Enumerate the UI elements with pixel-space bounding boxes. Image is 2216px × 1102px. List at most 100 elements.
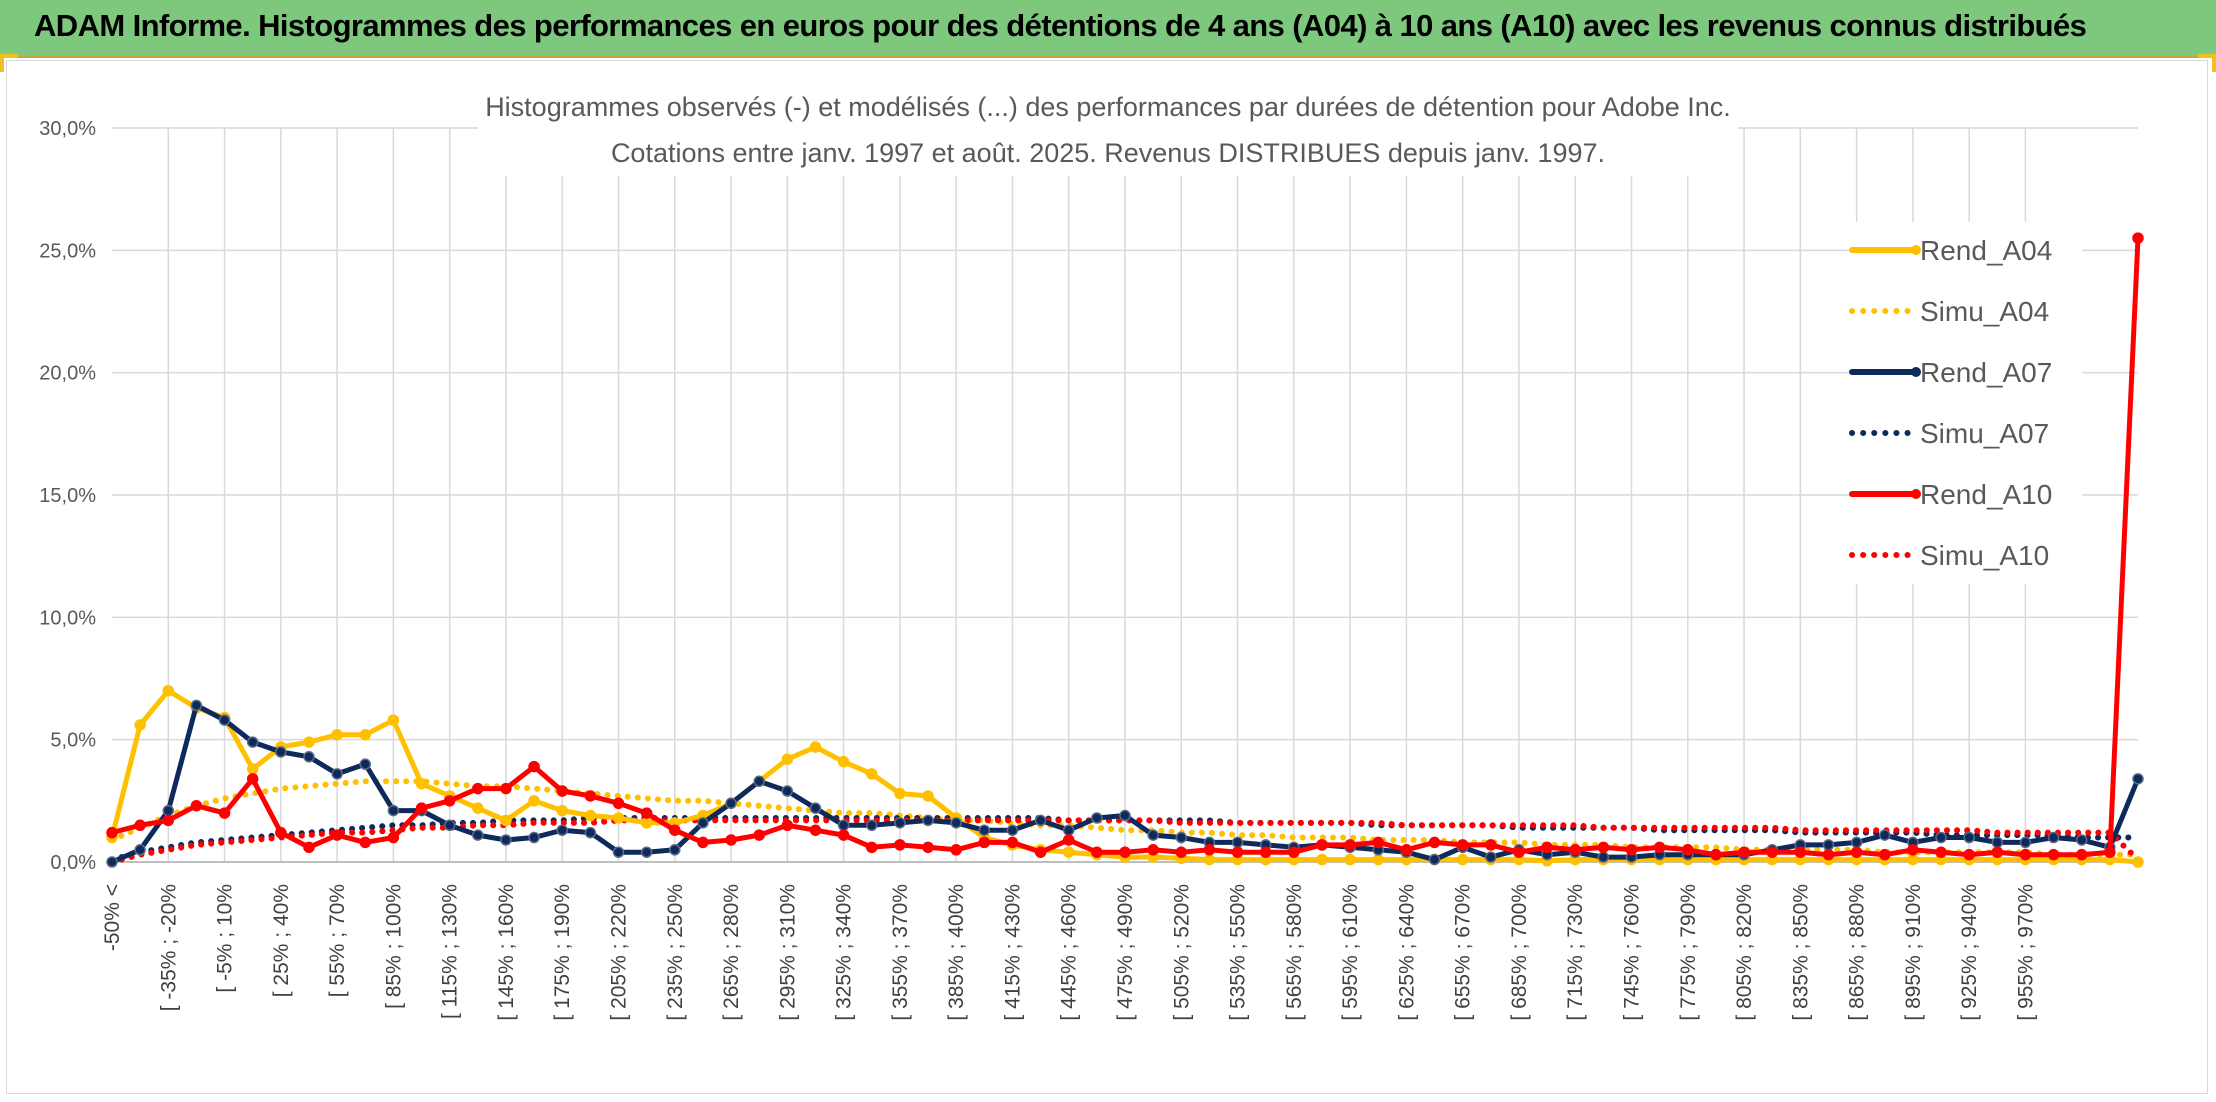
y-tick-label: 0,0% (50, 852, 96, 874)
data-point-rend_a10 (134, 819, 146, 832)
data-point-rend_a10 (1625, 844, 1638, 856)
y-tick-label: 25,0% (39, 240, 96, 262)
data-point-rend_a04 (500, 814, 512, 827)
gridlines (112, 127, 2138, 863)
data-point-rend_a07 (837, 819, 850, 832)
data-point-rend_a10 (443, 795, 456, 807)
x-tick-label: [ 295% ; 310% (776, 884, 799, 1021)
x-tick-label: [ 415% ; 430% (1001, 884, 1024, 1021)
data-point-rend_a04 (303, 736, 315, 748)
data-point-rend_a07 (1231, 836, 1244, 849)
data-point-rend_a10 (1569, 844, 1581, 856)
data-point-rend_a07 (2047, 831, 2060, 844)
data-point-rend_a10 (1034, 846, 1047, 858)
data-point-rend_a10 (2047, 848, 2060, 861)
data-point-rend_a07 (1991, 836, 2004, 849)
data-point-rend_a04 (246, 763, 259, 775)
data-point-rend_a10 (1485, 839, 1497, 851)
data-point-rend_a10 (1682, 844, 1694, 856)
data-point-rend_a10 (500, 782, 512, 795)
data-point-rend_a10 (1344, 839, 1356, 851)
data-point-rend_a10 (303, 841, 315, 854)
data-point-rend_a04 (331, 729, 343, 741)
data-point-rend_a10 (1541, 841, 1553, 854)
report-banner: ADAM Informe. Histogrammes des performan… (0, 0, 2216, 58)
data-point-rend_a07 (303, 751, 315, 763)
data-point-rend_a07 (359, 758, 371, 770)
data-point-rend_a07 (1963, 831, 1975, 844)
data-point-rend_a10 (2132, 232, 2144, 244)
data-point-rend_a04 (640, 817, 653, 829)
legend-label-rend_a07: Rend_A07 (1920, 357, 2052, 388)
corner-decoration (2198, 54, 2216, 72)
x-tick-label: [ 205% ; 220% (608, 884, 631, 1021)
data-point-rend_a07 (1879, 829, 1891, 841)
x-tick-label: [ 85% ; 100% (382, 884, 405, 1009)
data-point-rend_a10 (246, 773, 259, 785)
data-point-rend_a10 (809, 824, 822, 836)
x-tick-label: [ 505% ; 520% (1170, 884, 1193, 1021)
data-point-rend_a04 (415, 777, 428, 790)
data-point-rend_a07 (1935, 831, 1947, 844)
data-point-rend_a07 (866, 819, 878, 832)
data-point-rend_a10 (556, 785, 568, 797)
data-point-rend_a10 (1119, 846, 1131, 858)
y-tick-label: 30,0% (39, 118, 96, 140)
x-tick-label: -50% < (101, 884, 124, 951)
data-point-rend_a07 (894, 817, 906, 829)
data-point-rend_a04 (1062, 846, 1075, 858)
data-point-rend_a07 (443, 819, 456, 832)
data-point-rend_a07 (387, 804, 400, 817)
data-point-rend_a07 (922, 814, 934, 827)
data-point-rend_a10 (1006, 836, 1019, 849)
data-point-rend_a07 (190, 699, 203, 712)
data-point-rend_a10 (866, 841, 878, 854)
data-point-rend_a07 (584, 826, 597, 839)
data-point-rend_a10 (1794, 846, 1807, 858)
data-point-rend_a10 (1288, 846, 1300, 858)
corner-decoration (0, 54, 18, 72)
data-point-rend_a10 (978, 836, 991, 849)
data-point-rend_a04 (1203, 853, 1216, 866)
data-point-rend_a04 (162, 684, 175, 697)
data-point-rend_a04 (472, 802, 484, 814)
data-point-rend_a10 (387, 831, 400, 844)
data-point-rend_a04 (134, 719, 146, 731)
legend-marker (1911, 489, 1921, 499)
x-tick-label: [ 235% ; 250% (664, 884, 687, 1021)
data-point-rend_a07 (1006, 824, 1019, 836)
data-point-rend_a07 (500, 834, 512, 846)
data-point-rend_a07 (669, 844, 681, 856)
data-point-rend_a07 (697, 817, 709, 829)
legend-label-simu_a10: Simu_A10 (1920, 540, 2049, 571)
data-point-rend_a10 (753, 829, 765, 841)
data-point-rend_a10 (781, 819, 794, 832)
data-point-rend_a07 (781, 785, 794, 797)
data-point-rend_a10 (584, 790, 597, 802)
data-point-rend_a10 (1372, 836, 1384, 849)
data-point-rend_a04 (584, 809, 597, 822)
x-tick-label: [ 835% ; 850% (1789, 884, 1812, 1021)
data-point-rend_a10 (1963, 848, 1975, 861)
data-point-rend_a04 (556, 804, 568, 817)
x-tick-label: [ 955% ; 970% (2014, 884, 2037, 1021)
data-point-rend_a07 (218, 714, 231, 726)
data-point-rend_a07 (1119, 809, 1131, 822)
data-point-rend_a07 (2132, 773, 2144, 785)
data-point-rend_a10 (697, 836, 709, 849)
data-point-rend_a10 (1991, 846, 2004, 858)
x-tick-label: [ 475% ; 490% (1114, 884, 1137, 1021)
data-point-rend_a10 (2075, 848, 2088, 861)
data-point-rend_a10 (1428, 836, 1441, 849)
x-tick-label: [ 385% ; 400% (945, 884, 968, 1021)
x-tick-label: [ 145% ; 160% (495, 884, 518, 1021)
legend-label-rend_a10: Rend_A10 (1920, 479, 2052, 510)
series-lines (106, 232, 2144, 868)
title-background (478, 84, 1738, 176)
data-point-rend_a10 (1400, 844, 1413, 856)
data-point-rend_a10 (612, 797, 625, 810)
data-point-rend_a07 (978, 824, 991, 836)
data-point-rend_a07 (528, 831, 540, 844)
data-point-rend_a10 (1259, 846, 1272, 858)
x-tick-label: [ 895% ; 910% (1902, 884, 1925, 1021)
